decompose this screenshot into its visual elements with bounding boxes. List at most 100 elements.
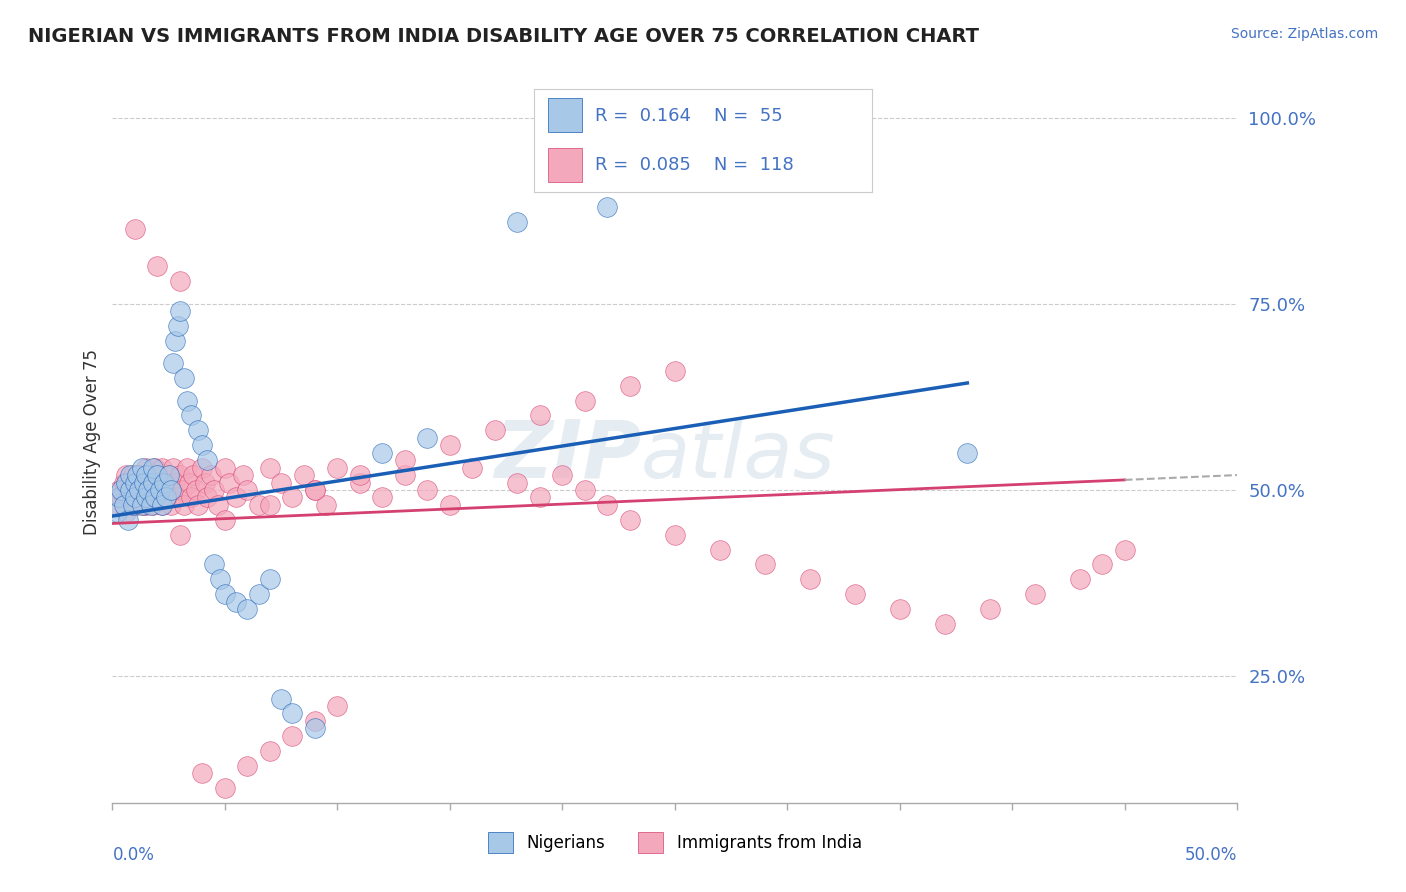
Point: [574, 393, 596, 408]
Point: [304, 721, 326, 735]
Text: R =  0.085    N =  118: R = 0.085 N = 118: [595, 156, 794, 174]
Point: [120, 491, 142, 505]
Point: [173, 371, 195, 385]
Point: [304, 483, 326, 497]
Point: [135, 483, 157, 497]
Point: [135, 498, 157, 512]
Legend: Nigerians, Immigrants from India: Nigerians, Immigrants from India: [481, 826, 869, 860]
Point: [169, 304, 191, 318]
Point: [117, 513, 139, 527]
Point: [214, 460, 236, 475]
Point: [128, 483, 150, 497]
Point: [439, 498, 461, 512]
Point: [124, 483, 146, 497]
Point: [326, 698, 349, 713]
Point: [128, 483, 150, 497]
Text: ZIP: ZIP: [494, 417, 641, 495]
Point: [202, 483, 225, 497]
Point: [121, 498, 143, 512]
Point: [124, 491, 146, 505]
Point: [259, 460, 281, 475]
Point: [394, 453, 416, 467]
Point: [117, 483, 139, 497]
Point: [187, 498, 209, 512]
Point: [225, 491, 247, 505]
Point: [155, 491, 177, 505]
Point: [326, 460, 349, 475]
Text: NIGERIAN VS IMMIGRANTS FROM INDIA DISABILITY AGE OVER 75 CORRELATION CHART: NIGERIAN VS IMMIGRANTS FROM INDIA DISABI…: [28, 27, 979, 45]
Point: [207, 498, 229, 512]
Point: [214, 587, 236, 601]
Point: [165, 334, 187, 348]
Point: [146, 468, 169, 483]
Point: [619, 378, 641, 392]
Point: [247, 587, 270, 601]
Point: [461, 460, 484, 475]
Point: [131, 491, 153, 505]
Point: [166, 491, 188, 505]
Point: [139, 498, 162, 512]
Point: [157, 468, 180, 483]
Point: [135, 460, 157, 475]
Point: [150, 498, 173, 512]
Point: [132, 468, 155, 483]
Text: 0.0%: 0.0%: [112, 847, 155, 864]
Point: [281, 491, 304, 505]
Point: [371, 491, 394, 505]
Point: [934, 617, 956, 632]
Point: [132, 498, 155, 512]
Point: [166, 319, 188, 334]
Point: [225, 595, 247, 609]
Point: [1069, 572, 1091, 586]
Point: [169, 468, 191, 483]
Text: 50.0%: 50.0%: [1185, 847, 1237, 864]
Point: [574, 483, 596, 497]
Point: [143, 475, 166, 490]
Point: [191, 460, 214, 475]
Point: [173, 498, 195, 512]
Point: [506, 215, 529, 229]
Point: [183, 468, 205, 483]
Point: [121, 468, 143, 483]
Point: [138, 483, 160, 497]
Point: [1024, 587, 1046, 601]
Point: [247, 498, 270, 512]
Point: [889, 602, 911, 616]
Point: [304, 483, 326, 497]
Point: [124, 491, 146, 505]
Point: [115, 475, 138, 490]
Text: Source: ZipAtlas.com: Source: ZipAtlas.com: [1230, 27, 1378, 41]
Point: [664, 364, 686, 378]
Point: [127, 498, 149, 512]
Point: [127, 468, 149, 483]
Point: [131, 498, 153, 512]
Point: [128, 468, 150, 483]
Point: [596, 498, 619, 512]
Point: [180, 409, 202, 423]
Point: [162, 356, 184, 370]
Point: [157, 468, 180, 483]
Point: [110, 491, 132, 505]
Point: [664, 527, 686, 541]
Point: [529, 491, 551, 505]
Point: [153, 475, 176, 490]
Point: [131, 475, 153, 490]
Point: [120, 475, 142, 490]
Point: [349, 468, 371, 483]
Point: [105, 505, 128, 519]
Point: [160, 483, 183, 497]
Point: [551, 468, 574, 483]
Point: [142, 475, 165, 490]
Point: [132, 475, 155, 490]
Point: [191, 438, 214, 452]
Point: [177, 475, 200, 490]
Point: [209, 572, 232, 586]
Point: [281, 706, 304, 721]
Point: [259, 498, 281, 512]
Point: [315, 498, 337, 512]
Point: [169, 527, 191, 541]
Point: [146, 260, 169, 274]
Point: [956, 446, 979, 460]
Point: [120, 468, 142, 483]
Point: [200, 468, 222, 483]
